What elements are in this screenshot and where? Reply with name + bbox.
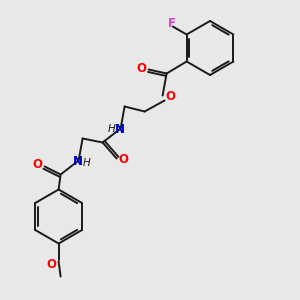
Text: O: O <box>136 62 147 75</box>
Text: N: N <box>115 123 124 136</box>
Text: F: F <box>168 17 176 30</box>
Text: H: H <box>108 124 116 134</box>
Text: O: O <box>46 258 57 271</box>
Text: O: O <box>166 90 176 103</box>
Text: N: N <box>73 155 82 168</box>
Text: O: O <box>33 158 43 171</box>
Text: O: O <box>118 153 129 166</box>
Text: H: H <box>83 158 91 169</box>
